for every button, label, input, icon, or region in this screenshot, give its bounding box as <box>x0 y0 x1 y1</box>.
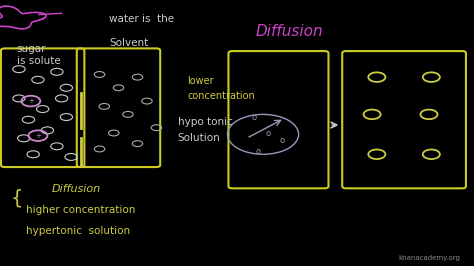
Text: water is  the: water is the <box>109 14 174 24</box>
Text: Solvent: Solvent <box>109 38 148 48</box>
Text: Diffusion: Diffusion <box>52 184 101 194</box>
Text: +: + <box>28 98 34 104</box>
Text: o: o <box>251 113 256 122</box>
Text: is solute: is solute <box>17 56 60 66</box>
Text: Diffusion: Diffusion <box>255 24 323 39</box>
Text: hypertonic  solution: hypertonic solution <box>26 226 130 236</box>
Text: +: + <box>35 133 41 139</box>
Text: o: o <box>256 147 261 156</box>
Text: o: o <box>265 128 270 138</box>
Text: khanacademy.org: khanacademy.org <box>398 255 460 261</box>
Text: higher concentration: higher concentration <box>26 205 136 215</box>
Text: {: { <box>10 189 23 208</box>
Text: Solution: Solution <box>178 133 220 143</box>
Text: concentration: concentration <box>187 91 255 101</box>
Text: o: o <box>280 136 284 146</box>
Text: hypo tonic: hypo tonic <box>178 117 233 127</box>
Text: lower: lower <box>187 76 214 86</box>
Text: sugar: sugar <box>17 44 46 54</box>
